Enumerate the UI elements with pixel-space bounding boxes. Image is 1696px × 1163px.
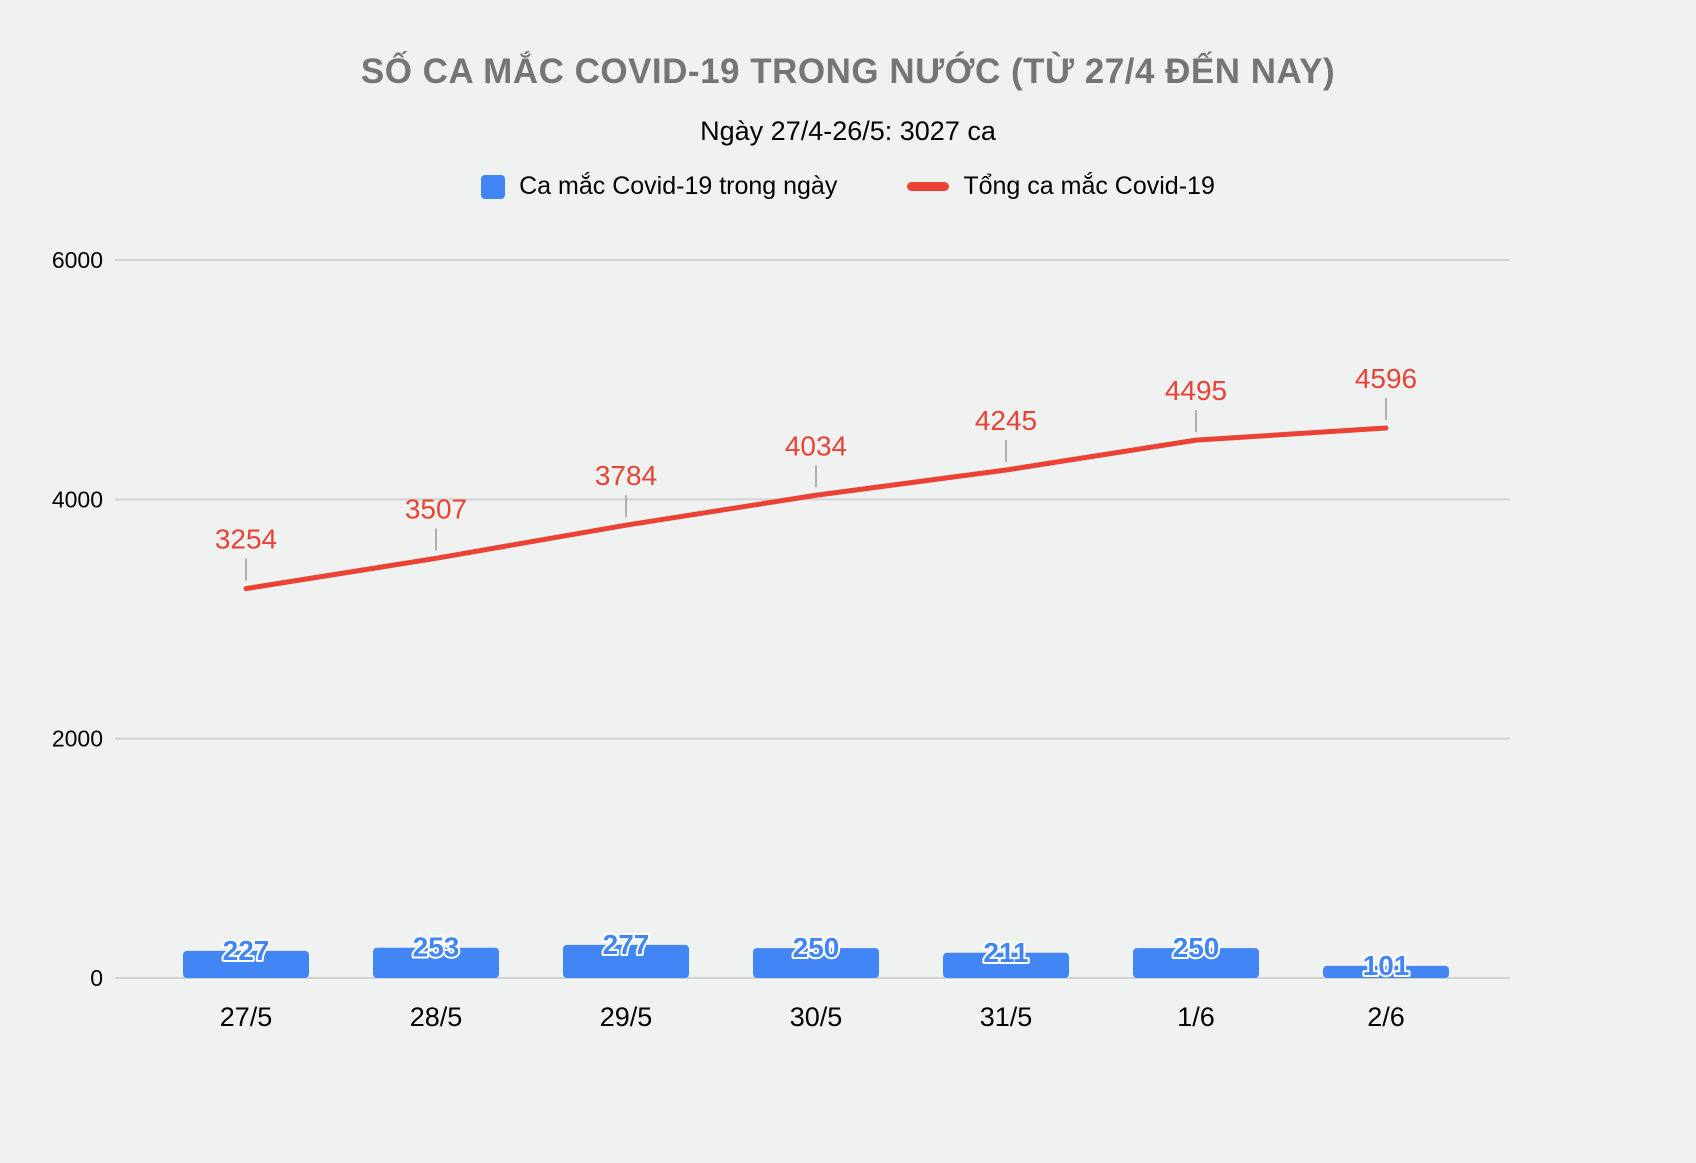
bar-2/6	[1323, 965, 1449, 978]
legend-item-daily-cases: Ca mắc Covid-19 trong ngày	[481, 172, 837, 201]
legend-item-total-cases: Tổng ca mắc Covid-19	[907, 172, 1215, 201]
bar-29/5	[563, 944, 689, 978]
bar-31/5	[943, 952, 1069, 978]
ytick-label-6000: 6000	[52, 247, 103, 273]
line-label-1/6: 4495	[1165, 375, 1227, 406]
bar-28/5	[373, 947, 499, 978]
xtick-label-27/5: 27/5	[220, 1002, 273, 1032]
chart-subtitle: Ngày 27/4-26/5: 3027 ca	[700, 116, 996, 146]
xtick-label-2/6: 2/6	[1367, 1002, 1405, 1032]
line-series-swatch-icon	[907, 182, 950, 191]
bar-label-27/5: 227	[223, 935, 270, 966]
line-label-30/5: 4034	[785, 430, 847, 461]
chart-plot-area: 0 2000 4000 6000 3254 3507 3784 4034 4245 4495 459…	[52, 247, 1510, 1032]
chart-title: SỐ CA MẮC COVID-19 TRONG NƯỚC (TỪ 27/4 Đ…	[360, 52, 1336, 91]
bar-label-29/5: 277	[603, 929, 650, 960]
ytick-label-2000: 2000	[52, 726, 103, 752]
legend-label-total-cases: Tổng ca mắc Covid-19	[963, 172, 1215, 200]
bar-series-swatch-icon	[481, 174, 506, 199]
xtick-label-30/5: 30/5	[790, 1002, 843, 1032]
bar-label-30/5: 250	[793, 932, 840, 963]
xtick-label-28/5: 28/5	[410, 1002, 463, 1032]
line-label-31/5: 4245	[975, 405, 1037, 436]
line-label-2/6: 4596	[1355, 363, 1417, 394]
bar-label-31/5: 211	[983, 937, 1028, 968]
legend-label-daily-cases: Ca mắc Covid-19 trong ngày	[519, 172, 838, 200]
bar-label-28/5: 253	[413, 932, 460, 963]
bar-30/5	[753, 948, 879, 978]
ytick-label-4000: 4000	[52, 486, 103, 512]
bar-label-1/6: 250	[1173, 932, 1220, 963]
bar-label-2/6: 101	[1363, 950, 1410, 981]
line-label-29/5: 3784	[595, 460, 657, 491]
ytick-label-0: 0	[90, 965, 103, 991]
chart-legend: Ca mắc Covid-19 trong ngày Tổng ca mắc C…	[0, 172, 1696, 201]
total-cases-line	[243, 425, 1389, 592]
bar-1/6	[1133, 948, 1259, 978]
xtick-label-29/5: 29/5	[600, 1002, 653, 1032]
xtick-label-31/5: 31/5	[980, 1002, 1033, 1032]
bar-27/5	[183, 950, 309, 978]
line-label-28/5: 3507	[405, 493, 467, 524]
xtick-label-1/6: 1/6	[1177, 1002, 1215, 1032]
line-label-27/5: 3254	[215, 524, 277, 555]
